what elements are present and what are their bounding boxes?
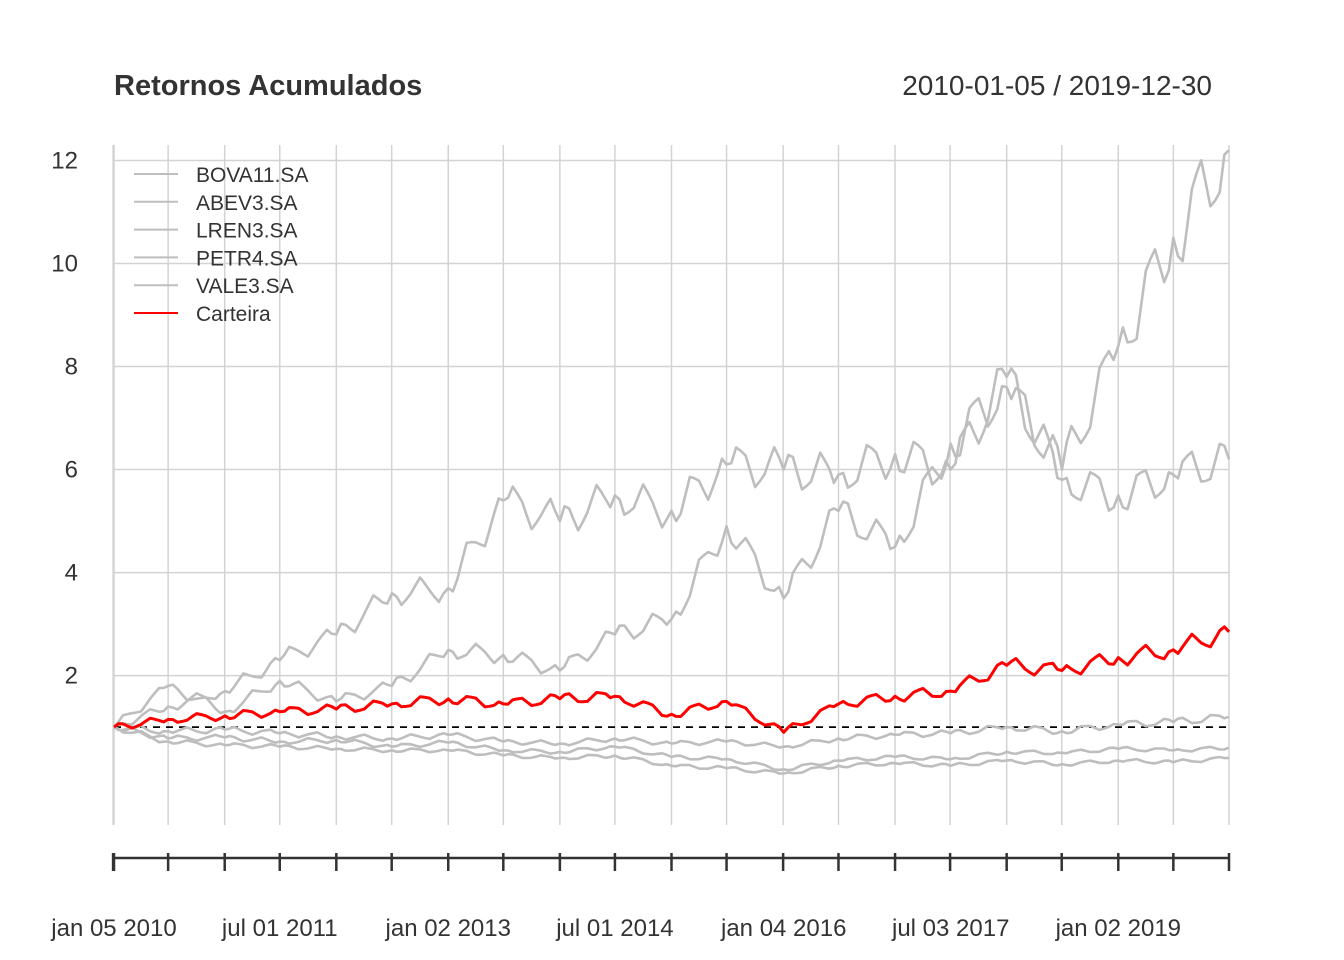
- grid: [112, 145, 1230, 825]
- y-tick-label: 10: [51, 250, 78, 277]
- legend-entry: LREN3.SA: [134, 220, 298, 243]
- legend-entry: VALE3.SA: [134, 275, 294, 298]
- legend-entry: PETR4.SA: [134, 247, 298, 270]
- x-axis: jan 05 2010 jul 01 2011 jan 02 2013 jul 01 …: [50, 853, 1231, 942]
- y-tick-label: 4: [65, 560, 78, 587]
- legend-label: Carteira: [196, 303, 271, 326]
- series-line-abev3-sa: [113, 367, 1231, 729]
- y-tick-label: 8: [65, 354, 78, 381]
- series-line-petr4-sa: [113, 726, 1230, 772]
- y-tick-label: 12: [51, 147, 78, 174]
- x-tick-label: jan 02 2013: [385, 915, 511, 942]
- chart-title: Retornos Acumulados: [114, 70, 423, 102]
- x-tick-label: jan 02 2019: [1055, 915, 1181, 942]
- legend-label: PETR4.SA: [196, 247, 298, 270]
- x-tick-label: jul 01 2014: [555, 915, 673, 942]
- legend: BOVA11.SA ABEV3.SA LREN3.SA PETR4.SA VALE3.S…: [134, 164, 308, 326]
- series-line-carteira: [113, 625, 1231, 734]
- series-line-vale3-sa: [113, 725, 1230, 775]
- legend-label: LREN3.SA: [196, 220, 298, 243]
- legend-label: ABEV3.SA: [196, 192, 298, 215]
- x-tick-label: jul 03 2017: [891, 915, 1009, 942]
- y-tick-label: 6: [65, 457, 78, 484]
- x-tick-label: jan 04 2016: [720, 915, 846, 942]
- y-axis-ticks: 2 4 6 8 10 12: [51, 147, 78, 689]
- legend-entry: BOVA11.SA: [134, 164, 308, 187]
- y-tick-label: 2: [65, 663, 78, 690]
- series-lines: [113, 149, 1231, 775]
- legend-label: BOVA11.SA: [196, 164, 308, 187]
- legend-label: VALE3.SA: [196, 275, 294, 298]
- series-line-lren3-sa: [113, 149, 1230, 728]
- x-tick-label: jan 05 2010: [50, 915, 176, 942]
- legend-entry: ABEV3.SA: [134, 192, 298, 215]
- legend-entry: Carteira: [134, 303, 271, 326]
- x-tick-label: jul 01 2011: [221, 915, 338, 942]
- series-line-bova11-sa: [113, 713, 1230, 749]
- date-range: 2010-01-05 / 2019-12-30: [902, 70, 1212, 101]
